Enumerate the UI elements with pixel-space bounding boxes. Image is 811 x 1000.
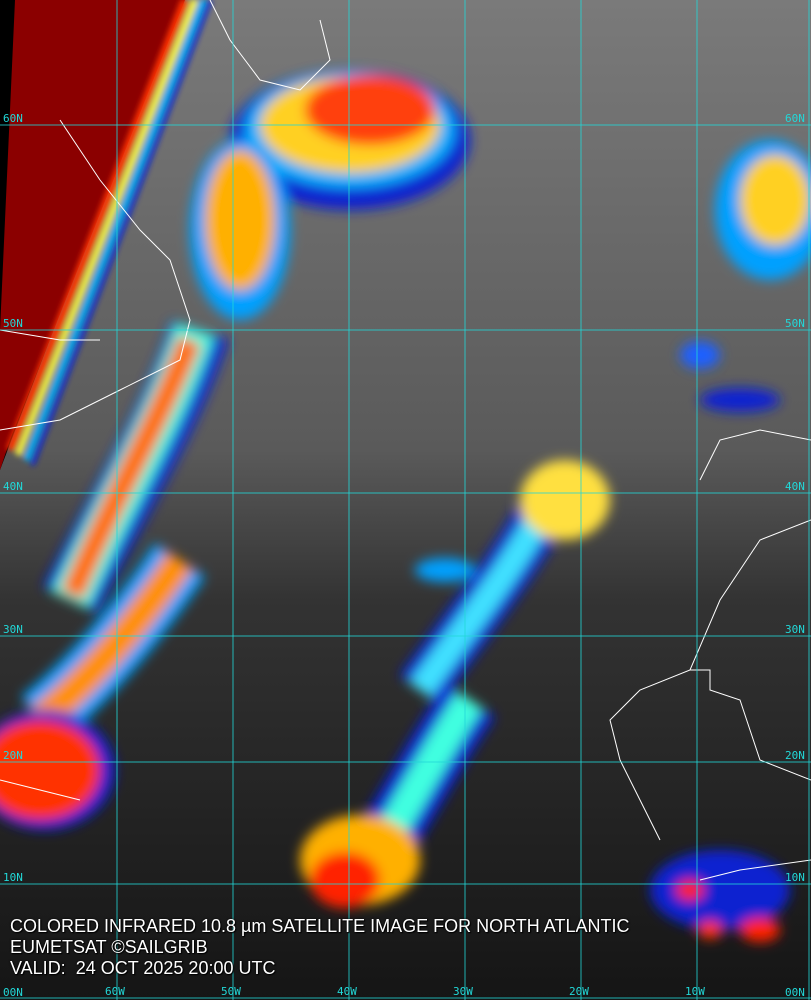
latitude-label: 40N bbox=[3, 480, 23, 493]
latitude-label: 60N bbox=[3, 112, 23, 125]
caption-title: COLORED INFRARED 10.8 µm SATELLITE IMAGE… bbox=[10, 916, 630, 936]
latitude-label: 30N bbox=[785, 623, 805, 636]
latitude-label: 30N bbox=[3, 623, 23, 636]
latitude-label: 10N bbox=[3, 871, 23, 884]
edge-gradient bbox=[6, 0, 213, 466]
latitude-label: 20N bbox=[785, 749, 805, 762]
coastlines bbox=[0, 0, 811, 881]
latitude-label: 40N bbox=[785, 480, 805, 493]
longitude-label: 20W bbox=[569, 985, 589, 998]
longitude-label: 60W bbox=[105, 985, 125, 998]
latitude-label: 00N bbox=[785, 986, 805, 999]
latitude-label: 50N bbox=[3, 317, 23, 330]
latitude-label: 00N bbox=[3, 986, 23, 999]
longitude-label: 30W bbox=[453, 985, 473, 998]
latitude-label: 50N bbox=[785, 317, 805, 330]
latitude-label: 20N bbox=[3, 749, 23, 762]
latitude-label: 10N bbox=[785, 871, 805, 884]
longitude-label: 50W bbox=[221, 985, 241, 998]
longitude-label: 10W bbox=[685, 985, 705, 998]
image-caption: COLORED INFRARED 10.8 µm SATELLITE IMAGE… bbox=[10, 916, 629, 979]
caption-valid-time: VALID: 24 OCT 2025 20:00 UTC bbox=[10, 958, 276, 978]
latitude-label: 60N bbox=[785, 112, 805, 125]
cold-edge-band bbox=[0, 0, 185, 470]
caption-credit: EUMETSAT ©SAILGRIB bbox=[10, 937, 208, 957]
cloud-systems bbox=[0, 70, 811, 942]
longitude-label: 40W bbox=[337, 985, 357, 998]
